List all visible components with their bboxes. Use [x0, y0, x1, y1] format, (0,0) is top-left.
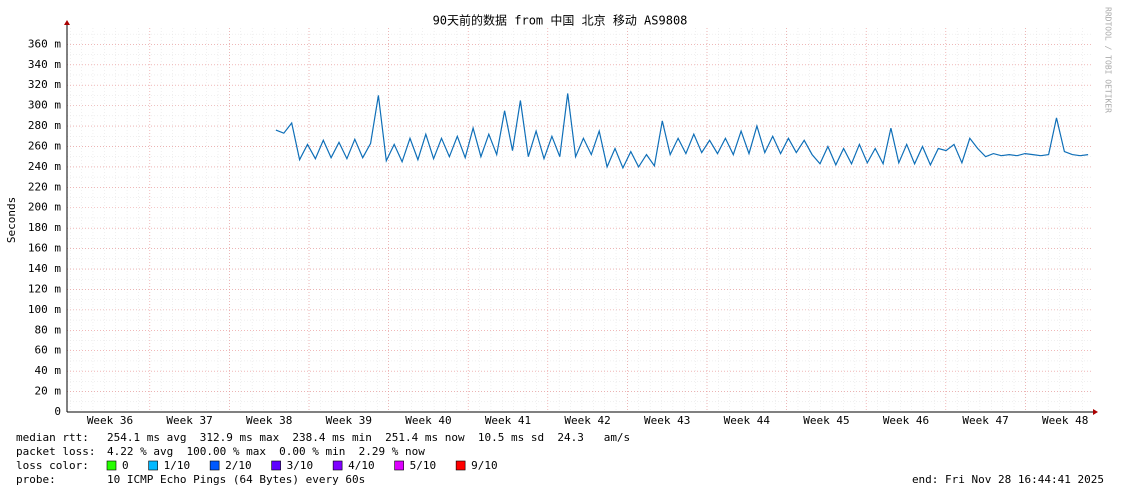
swatch — [209, 460, 220, 471]
y-tick-label: 160 m — [28, 242, 61, 255]
x-tick-label: Week 40 — [405, 414, 451, 427]
swatch — [332, 460, 343, 471]
y-tick-label: 340 m — [28, 58, 61, 71]
legend-text: 254.1 ms avg 312.9 ms max 238.4 ms min 2… — [107, 431, 630, 444]
x-tick-label: Week 42 — [564, 414, 610, 427]
legend-label: loss color: — [16, 459, 89, 472]
y-tick-label: 300 m — [28, 99, 61, 112]
legend-label: packet loss: — [16, 445, 95, 458]
x-tick-label: Week 47 — [962, 414, 1008, 427]
x-tick-label: Week 41 — [485, 414, 531, 427]
y-tick-label: 200 m — [28, 201, 61, 214]
y-axis-label: Seconds — [5, 197, 18, 243]
end-time: end: Fri Nov 28 16:44:41 2025 — [912, 473, 1104, 486]
swatch-label: 0 — [122, 459, 129, 472]
chart-title: 90天前的数据 from 中国 北京 移动 AS9808 — [433, 13, 688, 28]
swatch — [455, 460, 466, 471]
x-tick-label: Week 48 — [1042, 414, 1088, 427]
y-tick-label: 20 m — [35, 385, 62, 398]
swatch-label: 2/10 — [225, 459, 252, 472]
y-tick-label: 280 m — [28, 119, 61, 132]
swatch-label: 9/10 — [471, 459, 498, 472]
x-tick-label: Week 43 — [644, 414, 690, 427]
y-tick-label: 80 m — [35, 323, 62, 336]
legend-text: 10 ICMP Echo Pings (64 Bytes) every 60s — [107, 473, 365, 486]
swatch-label: 4/10 — [348, 459, 375, 472]
swatch — [394, 460, 404, 471]
watermark: RRDTOOL / TOBI OETIKER — [1104, 7, 1113, 113]
plot — [275, 93, 1089, 170]
y-tick-label: 120 m — [28, 282, 61, 295]
x-tick-label: Week 45 — [803, 414, 849, 427]
x-arrow — [1093, 409, 1098, 415]
y-tick-label: 260 m — [28, 139, 61, 152]
grid: 0 20 m 40 m 60 m 80 m 100 m 120 m 140 m 160 m 180… — [28, 28, 1092, 427]
y-tick-label: 100 m — [28, 303, 61, 316]
y-tick-label: 60 m — [35, 344, 62, 357]
y-arrow — [64, 20, 70, 25]
swatch-label: 3/10 — [287, 459, 314, 472]
y-tick-label: 320 m — [28, 78, 61, 91]
series-line — [275, 93, 1089, 170]
x-tick-label: Week 39 — [326, 414, 372, 427]
x-tick-label: Week 36 — [87, 414, 133, 427]
swatch — [271, 460, 281, 471]
y-tick-label: 40 m — [35, 364, 62, 377]
swatch — [106, 460, 117, 471]
x-tick-label: Week 38 — [246, 414, 292, 427]
legend-label: median rtt: — [16, 431, 89, 444]
y-tick-label: 240 m — [28, 160, 61, 173]
y-tick-label: 360 m — [28, 37, 61, 50]
legend-text: 4.22 % avg 100.00 % max 0.00 % min 2.29 … — [107, 445, 425, 458]
x-tick-label: Week 46 — [883, 414, 929, 427]
swatch — [148, 460, 158, 471]
swatch-label: 1/10 — [164, 459, 191, 472]
legend-label: probe: — [16, 473, 56, 486]
y-tick-label: 220 m — [28, 180, 61, 193]
y-tick-label: 0 — [54, 405, 61, 418]
y-tick-label: 140 m — [28, 262, 61, 275]
x-tick-label: Week 44 — [724, 414, 771, 427]
swatch-label: 5/10 — [410, 459, 437, 472]
x-tick-label: Week 37 — [166, 414, 212, 427]
y-tick-label: 180 m — [28, 221, 61, 234]
loss-legend: 0 1/10 2/10 3/10 4/10 5/10 9/10 — [106, 459, 498, 472]
